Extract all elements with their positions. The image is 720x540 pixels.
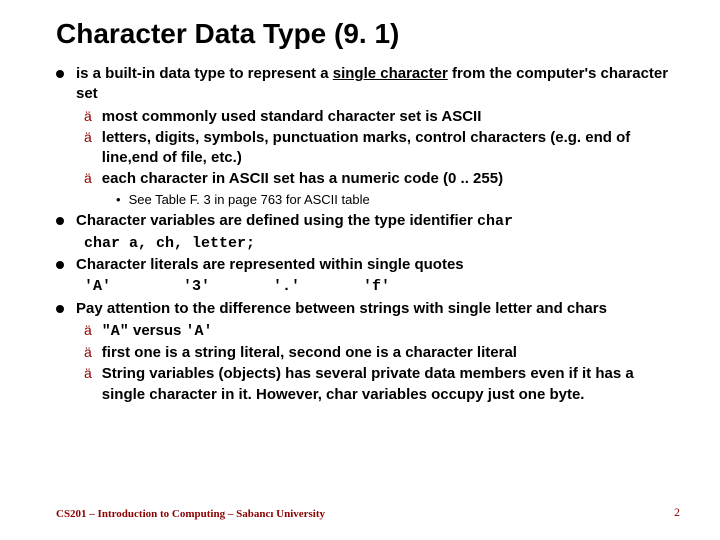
- code-line: char a, ch, letter;: [84, 234, 680, 254]
- sub-bullet: ä String variables (objects) has several…: [84, 364, 680, 405]
- sub-text: each character in ASCII set has a numeri…: [102, 169, 503, 189]
- bullet-dot: [56, 70, 64, 78]
- page-number: 2: [674, 505, 680, 520]
- arrow-icon: ä: [84, 321, 92, 342]
- bullet-dot: [56, 217, 64, 225]
- footer-text: CS201 – Introduction to Computing – Saba…: [56, 508, 325, 520]
- bullet-text: Character literals are represented withi…: [76, 255, 464, 275]
- subsub-bullet: • See Table F. 3 in page 763 for ASCII t…: [116, 191, 680, 209]
- bullet-dot: [56, 305, 64, 313]
- bullet-text: Character variables are defined using th…: [76, 211, 513, 232]
- bullet-3: Character literals are represented withi…: [56, 255, 680, 275]
- bullet-2: Character variables are defined using th…: [56, 211, 680, 232]
- sub-bullet: ä most commonly used standard character …: [84, 107, 680, 127]
- bullet-4: Pay attention to the difference between …: [56, 299, 680, 319]
- bullet-dot: [56, 261, 64, 269]
- sub-text: String variables (objects) has several p…: [102, 364, 680, 405]
- bullet-text: is a built-in data type to represent a s…: [76, 64, 680, 105]
- subsub-text: See Table F. 3 in page 763 for ASCII tab…: [129, 191, 370, 209]
- sub-text: letters, digits, symbols, punctuation ma…: [102, 128, 680, 169]
- sub-text: first one is a string literal, second on…: [102, 343, 517, 363]
- bullet-1: is a built-in data type to represent a s…: [56, 64, 680, 105]
- sub-bullet: ä each character in ASCII set has a nume…: [84, 169, 680, 189]
- dot-icon: •: [116, 191, 121, 209]
- sub-bullet: ä letters, digits, symbols, punctuation …: [84, 128, 680, 169]
- sub-text: most commonly used standard character se…: [102, 107, 482, 127]
- bullet-text: Pay attention to the difference between …: [76, 299, 607, 319]
- slide-title: Character Data Type (9. 1): [56, 18, 680, 50]
- arrow-icon: ä: [84, 107, 92, 127]
- arrow-icon: ä: [84, 169, 92, 189]
- sub-bullet: ä first one is a string literal, second …: [84, 343, 680, 363]
- arrow-icon: ä: [84, 343, 92, 363]
- sub-text: "A" versus 'A': [102, 321, 213, 342]
- arrow-icon: ä: [84, 364, 92, 405]
- sub-bullet: ä "A" versus 'A': [84, 321, 680, 342]
- code-line: 'A' '3' '.' 'f': [84, 277, 680, 297]
- arrow-icon: ä: [84, 128, 92, 169]
